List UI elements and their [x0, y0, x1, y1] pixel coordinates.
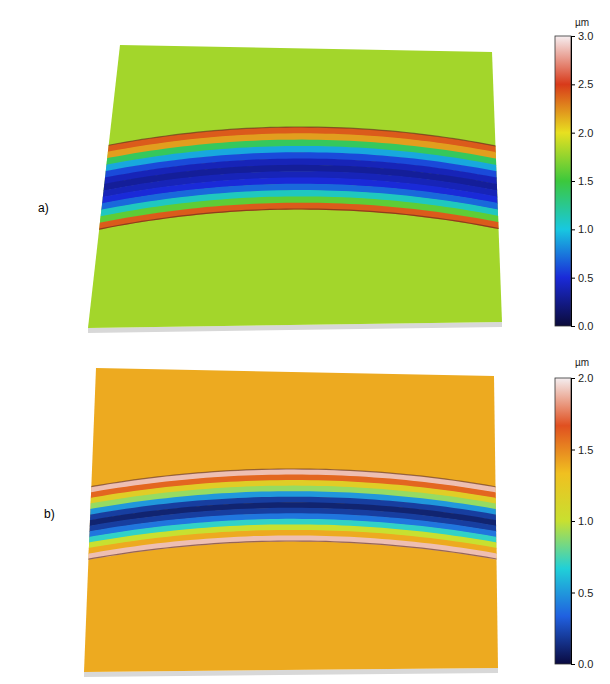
groove-band [70, 535, 518, 563]
tick-mark [571, 521, 575, 522]
tick-mark [571, 278, 575, 279]
colorbar [555, 36, 571, 326]
colorbar-axis: 0.0 0.5 1.0 1.5 2.0 2.5 3.0 [571, 30, 593, 332]
colorbar-unit: µm [575, 357, 589, 368]
groove-band [70, 530, 518, 558]
panel-label: b) [44, 507, 55, 521]
tick-mark [571, 181, 575, 182]
tick-label: 0.5 [578, 587, 593, 599]
tick: 1.0 [571, 515, 593, 527]
tick-label: 1.0 [578, 515, 593, 527]
tick-mark [571, 664, 575, 665]
colorbar-axis-line [572, 379, 576, 665]
panel-0: a) 0.0 0.5 1.0 1.5 2.0 2.5 3.0 µm [38, 17, 593, 333]
groove [70, 469, 518, 564]
tick-mark [571, 229, 575, 230]
tick: 0.5 [571, 272, 593, 284]
tick: 0.0 [571, 658, 593, 670]
tick-label: 1.0 [578, 223, 593, 235]
colorbar-axis: 0.0 0.5 1.0 1.5 2.0 [571, 372, 593, 670]
tick: 1.0 [571, 223, 593, 235]
panel-label: a) [38, 201, 49, 215]
tick: 2.0 [571, 127, 593, 139]
tick-label: 3.0 [578, 30, 593, 42]
tick-label: 2.5 [578, 78, 593, 90]
tick-mark [571, 84, 575, 85]
tick-mark [571, 133, 575, 134]
tick-label: 2.0 [578, 127, 593, 139]
tick-label: 0.0 [578, 320, 593, 332]
colorbar-axis-line [572, 37, 576, 327]
figure: a) 0.0 0.5 1.0 1.5 2.0 2.5 3.0 µm b) 0.0 0.5 1.0 1.5 2… [0, 0, 610, 684]
groove-band [70, 203, 518, 236]
rim-edge [70, 541, 518, 563]
tick: 1.5 [571, 175, 593, 187]
rim-edge [70, 127, 518, 153]
tick-label: 0.0 [578, 658, 593, 670]
colorbar-unit: µm [575, 17, 589, 28]
tick: 3.0 [571, 30, 593, 42]
tick-label: 0.5 [578, 272, 593, 284]
colorbar [555, 378, 571, 664]
tick-label: 2.0 [578, 372, 593, 384]
panel-1: b) 0.0 0.5 1.0 1.5 2.0 µm [44, 357, 593, 677]
tick: 2.0 [571, 372, 593, 384]
tick-mark [571, 36, 575, 37]
tick: 0.0 [571, 320, 593, 332]
tick-mark [571, 450, 575, 451]
tick: 2.5 [571, 78, 593, 90]
groove-band [70, 196, 518, 229]
groove [70, 127, 518, 236]
tick-label: 1.5 [578, 175, 593, 187]
tick-mark [571, 593, 575, 594]
tick: 0.5 [571, 587, 593, 599]
rim-edge [70, 209, 518, 235]
tick: 1.5 [571, 444, 593, 456]
tick-mark [571, 326, 575, 327]
rim-edge [70, 469, 518, 491]
tick-label: 1.5 [578, 444, 593, 456]
tick-mark [571, 378, 575, 379]
